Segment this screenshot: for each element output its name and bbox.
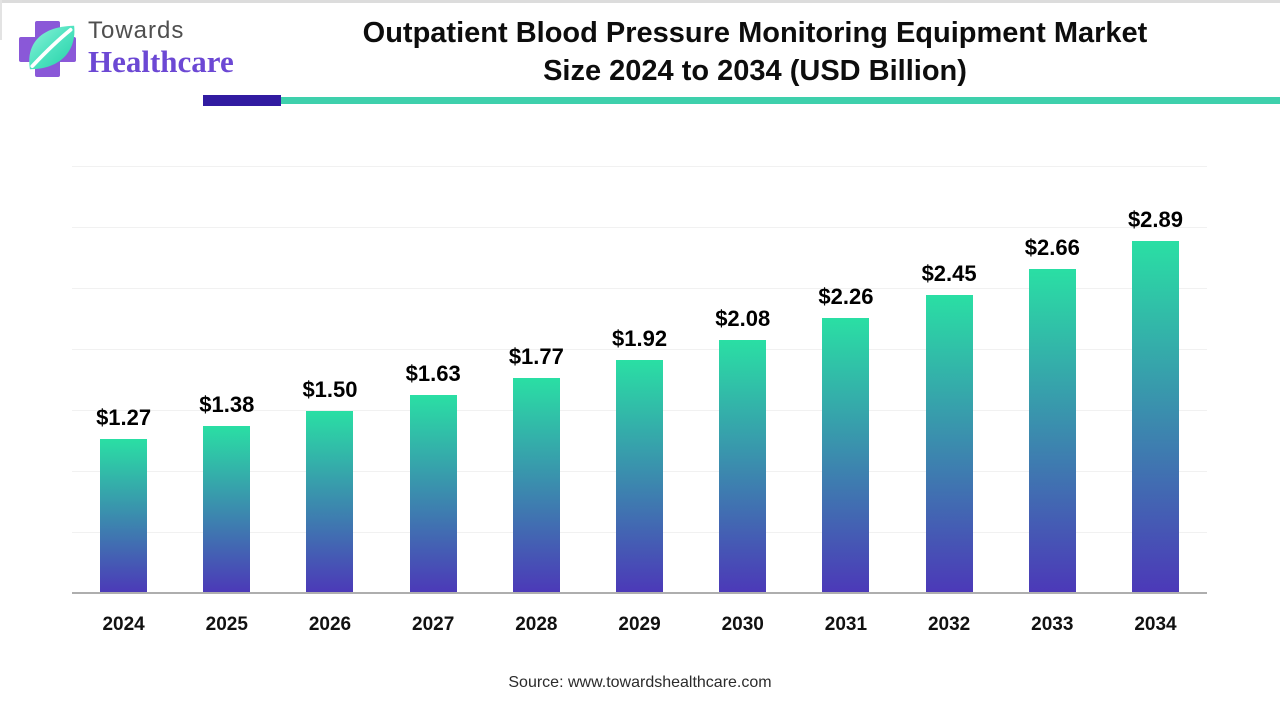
logo-towards: Towards [88, 17, 185, 44]
x-axis-label: 2029 [618, 614, 661, 635]
bar-2025 [203, 426, 251, 594]
divider-teal-line [281, 97, 1280, 104]
bar-value-label: $1.27 [96, 405, 152, 430]
bar-2034 [1131, 241, 1179, 594]
bar-2033 [1028, 269, 1076, 594]
bar-value-label: $1.38 [199, 392, 255, 417]
x-axis-label: 2025 [205, 614, 248, 635]
bar-2031 [822, 318, 870, 594]
x-axis-label: 2031 [824, 614, 868, 635]
bar-2029 [616, 360, 664, 594]
x-axis-label: 2027 [412, 614, 455, 635]
page-title: Outpatient Blood Pressure Monitoring Equ… [266, 14, 1244, 90]
leaf-icon [29, 25, 75, 70]
bar-value-label: $1.77 [508, 344, 564, 369]
bar-2030 [719, 340, 767, 594]
bar-2027 [409, 395, 457, 594]
bar-2028 [512, 378, 560, 594]
bar-value-label: $2.66 [1024, 235, 1080, 260]
bar-column-2033: $2.66 2033 [1001, 150, 1104, 635]
bar-chart-plot-area: $1.27 2024 $1.38 2025 $1.50 2026 $1.63 2027 $1.7… [72, 150, 1207, 635]
bar-column-2031: $2.26 2031 [794, 150, 897, 635]
bar-column-2024: $1.27 2024 [72, 150, 175, 635]
bar-value-label: $1.63 [405, 361, 461, 386]
bar-2026 [306, 411, 354, 594]
x-axis-label: 2026 [308, 614, 352, 635]
bar-value-label: $1.50 [302, 377, 358, 402]
logo-healthcare: Healthcare [88, 44, 234, 79]
bar-2032 [925, 295, 973, 594]
logo: Towards Healthcare [12, 10, 234, 84]
bar-column-2027: $1.63 2027 [382, 150, 485, 635]
bar-column-2034: $2.89 2034 [1104, 150, 1207, 635]
bar-value-label: $2.08 [715, 306, 771, 331]
bar-column-2032: $2.45 2032 [898, 150, 1001, 635]
gridline-3.0 [72, 227, 1207, 228]
x-axis-label: 2028 [515, 614, 558, 635]
bar-2024 [100, 439, 148, 594]
title-line-2: Size 2024 to 2034 (USD Billion) [543, 55, 967, 87]
x-axis-line [72, 592, 1207, 594]
logo-text: Towards Healthcare [88, 17, 234, 79]
x-axis-label: 2030 [721, 614, 764, 635]
x-axis-label: 2024 [102, 614, 145, 635]
bar-column-2028: $1.77 2028 [485, 150, 588, 635]
divider-indigo-segment [203, 95, 281, 106]
gridline-2.0 [72, 349, 1207, 350]
top-edge-border [0, 0, 1280, 3]
bar-column-2029: $1.92 2029 [588, 150, 691, 635]
x-axis-label: 2033 [1031, 614, 1074, 635]
x-axis-label: 2032 [927, 614, 971, 635]
gridline-3.5 [72, 166, 1207, 167]
bar-value-label: $2.45 [921, 261, 977, 286]
bar-column-2026: $1.50 2026 [278, 150, 381, 635]
bar-column-2025: $1.38 2025 [175, 150, 278, 635]
bar-value-label: $2.26 [818, 284, 874, 309]
left-edge-border [0, 0, 2, 40]
source-text: Source: www.towardshealthcare.com [508, 674, 772, 691]
bar-value-label: $1.92 [612, 326, 668, 351]
x-axis-label: 2034 [1134, 614, 1177, 635]
bar-column-2030: $2.08 2030 [691, 150, 794, 635]
gridline-2.5 [72, 288, 1207, 289]
bar-value-label: $2.89 [1127, 207, 1183, 232]
logo-mark [12, 10, 84, 84]
title-line-1: Outpatient Blood Pressure Monitoring Equ… [362, 17, 1148, 49]
